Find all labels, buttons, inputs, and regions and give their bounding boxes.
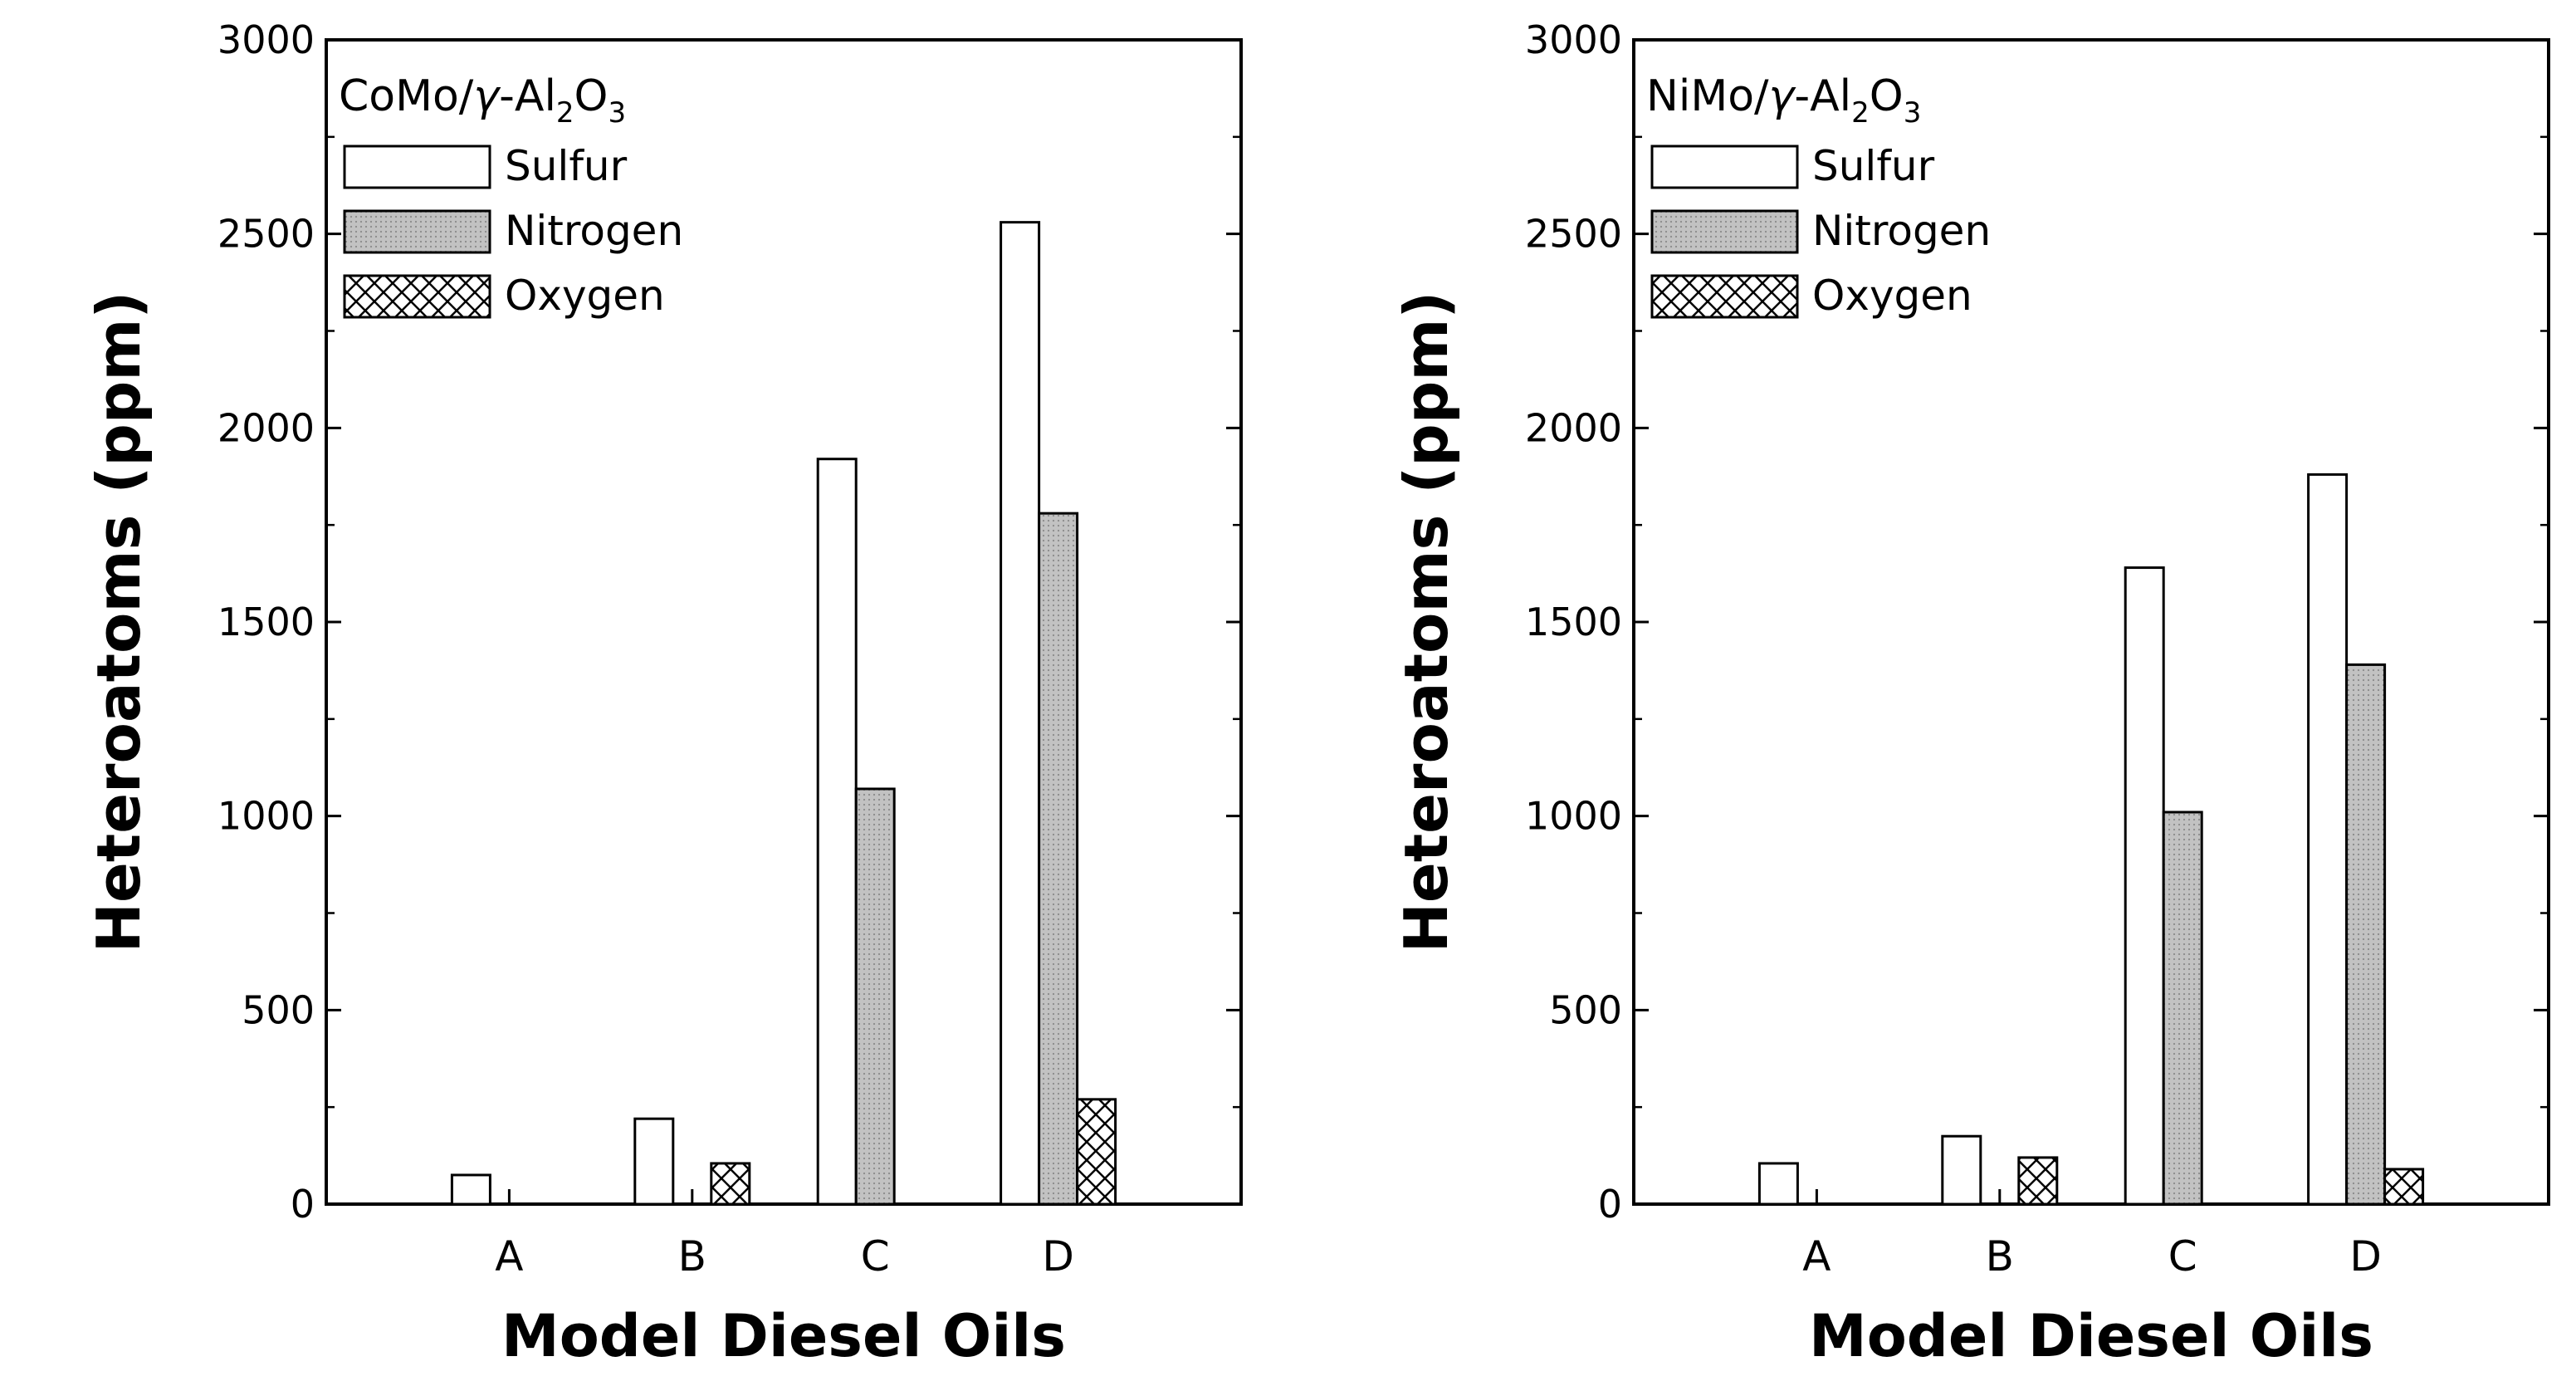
y-tick-label: 2500 — [1525, 212, 1622, 257]
y-tick-label: 1500 — [218, 600, 315, 644]
bar-nitrogen-c — [2162, 810, 2203, 1206]
x-tick-label: C — [2168, 1232, 2197, 1281]
x-axis-label: Model Diesel Oils — [1809, 1302, 2373, 1370]
y-tick-label: 500 — [242, 987, 315, 1032]
legend-swatch-sulfur — [1650, 144, 1799, 189]
legend-swatch-nitrogen — [343, 209, 491, 254]
bar-oxygen-d — [1076, 1098, 1117, 1206]
y-ticks: 0 500 1000 1500 2000 2500 3000 — [218, 17, 1241, 1227]
y-ticks: 0 500 1000 1500 2000 2500 3000 — [1525, 17, 2549, 1227]
x-ticks: A B C D — [495, 1189, 1074, 1281]
legend-swatch-sulfur — [343, 144, 491, 189]
y-tick-label: 0 — [1598, 1182, 1622, 1227]
legend-label-nitrogen: Nitrogen — [1812, 207, 1991, 255]
bar-sulfur-b — [633, 1117, 675, 1206]
legend-label-oxygen: Oxygen — [505, 272, 665, 320]
bar-sulfur-a — [1757, 1162, 1799, 1206]
legend-label-nitrogen: Nitrogen — [505, 207, 683, 255]
bar-sulfur-c — [2124, 566, 2165, 1206]
x-tick-label: A — [495, 1232, 523, 1281]
x-tick-label: A — [1802, 1232, 1831, 1281]
bar-sulfur-b — [1941, 1134, 1982, 1206]
bar-nitrogen-c — [854, 787, 896, 1206]
x-tick-label: B — [678, 1232, 706, 1281]
x-axis-label: Model Diesel Oils — [501, 1302, 1066, 1370]
panel-nimo: Heteroatoms (ppm) Model Diesel Oils 0 500… — [1391, 17, 2550, 1370]
bar-oxygen-b — [2017, 1156, 2059, 1206]
bar-nitrogen-d — [1038, 512, 1079, 1206]
legend-swatch-oxygen — [1650, 274, 1799, 319]
legend-label-sulfur: Sulfur — [1812, 142, 1935, 190]
bar-sulfur-c — [816, 458, 858, 1206]
y-tick-label: 1000 — [1525, 794, 1622, 839]
y-tick-label: 2000 — [218, 405, 315, 450]
legend: CoMo/γ-Al2O3 Sulfur Nitrogen Oxygen — [339, 71, 683, 320]
y-axis-label: Heteroatoms (ppm) — [1391, 291, 1461, 953]
bar-oxygen-b — [710, 1162, 751, 1206]
legend: NiMo/γ-Al2O3 Sulfur Nitrogen Oxygen — [1646, 71, 1991, 320]
y-tick-label: 3000 — [218, 17, 315, 62]
panel-como: Heteroatoms (ppm) Model Diesel Oils 0 500… — [84, 17, 1243, 1370]
x-tick-label: B — [1986, 1232, 2014, 1281]
bar-sulfur-d — [1000, 221, 1041, 1206]
legend-title: CoMo/γ-Al2O3 — [339, 71, 626, 130]
bar-sulfur-a — [450, 1173, 491, 1206]
legend-swatch-oxygen — [343, 274, 491, 319]
y-tick-label: 2500 — [218, 212, 315, 257]
x-tick-label: D — [2349, 1232, 2382, 1281]
legend-label-sulfur: Sulfur — [505, 142, 628, 190]
bars — [450, 221, 1117, 1206]
x-tick-label: D — [1042, 1232, 1074, 1281]
y-tick-label: 1500 — [1525, 600, 1622, 644]
legend-title: NiMo/γ-Al2O3 — [1646, 71, 1921, 130]
bar-nitrogen-d — [2345, 663, 2387, 1206]
y-tick-label: 1000 — [218, 794, 315, 839]
legend-swatch-nitrogen — [1650, 209, 1799, 254]
y-axis-label: Heteroatoms (ppm) — [84, 291, 154, 953]
y-tick-label: 2000 — [1525, 405, 1622, 450]
x-tick-label: C — [861, 1232, 890, 1281]
y-tick-label: 500 — [1549, 987, 1622, 1032]
bars — [1757, 473, 2425, 1206]
legend-label-oxygen: Oxygen — [1812, 272, 1972, 320]
y-tick-label: 0 — [291, 1182, 315, 1227]
bar-oxygen-d — [2383, 1168, 2425, 1206]
y-tick-label: 3000 — [1525, 17, 1622, 62]
bar-sulfur-d — [2307, 473, 2349, 1206]
